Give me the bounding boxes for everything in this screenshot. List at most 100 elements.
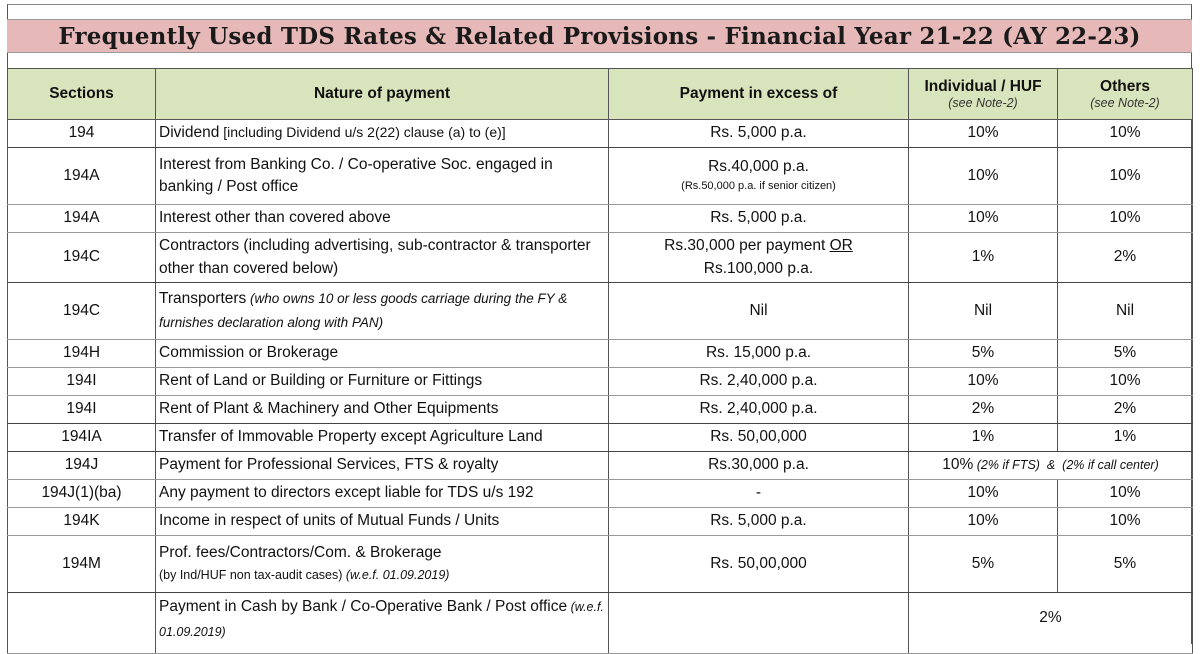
section-cell: 194J bbox=[7, 451, 156, 480]
threshold-cell: Rs. 2,40,000 p.a. bbox=[608, 367, 909, 396]
threshold-cell bbox=[608, 592, 909, 654]
nature-cell: Rent of Plant & Machinery and Other Equi… bbox=[155, 395, 609, 424]
combined-rate-note: (2% if FTS) & (2% if call center) bbox=[973, 458, 1159, 473]
section-cell: 194J(1)(ba) bbox=[7, 479, 156, 508]
individual-rate-cell: Nil bbox=[908, 282, 1058, 340]
header-individual-note: (see Note-2) bbox=[948, 95, 1018, 110]
others-rate-cell: 10% bbox=[1057, 147, 1193, 205]
header-others: Others (see Note-2) bbox=[1057, 68, 1193, 120]
threshold-text: Rs.40,000 p.a. bbox=[708, 157, 809, 175]
nature-cell: Interest other than covered above bbox=[155, 204, 609, 233]
combined-rate-cell: 10% (2% if FTS) & (2% if call center) bbox=[908, 451, 1193, 480]
others-rate-cell: 1% bbox=[1057, 423, 1193, 452]
table-row: 194IA Transfer of Immovable Property exc… bbox=[7, 423, 1193, 452]
nature-cell: Interest from Banking Co. / Co-operative… bbox=[155, 147, 609, 205]
others-rate-cell: 10% bbox=[1057, 507, 1193, 536]
others-rate-cell: 5% bbox=[1057, 339, 1193, 368]
nature-text: Dividend bbox=[159, 124, 220, 142]
nature-cell: Payment for Professional Services, FTS &… bbox=[155, 451, 609, 480]
section-cell: 194I bbox=[7, 395, 156, 424]
nature-cell: Transporters (who owns 10 or less goods … bbox=[155, 282, 609, 340]
table-row: Payment in Cash by Bank / Co-Operative B… bbox=[7, 592, 1193, 654]
header-individual-label: Individual / HUF bbox=[924, 77, 1042, 95]
nature-cell: Contractors (including advertising, sub-… bbox=[155, 232, 609, 283]
section-cell: 194K bbox=[7, 507, 156, 536]
section-cell bbox=[7, 592, 156, 654]
threshold-cell: Rs. 15,000 p.a. bbox=[608, 339, 909, 368]
section-cell: 194IA bbox=[7, 423, 156, 452]
section-cell: 194H bbox=[7, 339, 156, 368]
individual-rate-cell: 5% bbox=[908, 535, 1058, 593]
header-others-note: (see Note-2) bbox=[1090, 95, 1160, 110]
table-row: 194K Income in respect of units of Mutua… bbox=[7, 507, 1193, 536]
threshold-cell: Rs.40,000 p.a. (Rs.50,000 p.a. if senior… bbox=[608, 147, 909, 205]
section-cell: 194C bbox=[7, 282, 156, 340]
threshold-cell: Rs.30,000 per payment OR Rs.100,000 p.a. bbox=[608, 232, 909, 283]
section-cell: 194 bbox=[7, 119, 156, 148]
section-cell: 194C bbox=[7, 232, 156, 283]
threshold-cell: Rs.30,000 p.a. bbox=[608, 451, 909, 480]
table-row: 194C Contractors (including advertising,… bbox=[7, 232, 1193, 283]
nature-cell: Income in respect of units of Mutual Fun… bbox=[155, 507, 609, 536]
others-rate-cell: 10% bbox=[1057, 479, 1193, 508]
threshold-cell: Rs. 50,00,000 bbox=[608, 423, 909, 452]
header-sections: Sections bbox=[7, 68, 156, 120]
table-row: 194A Interest other than covered above R… bbox=[7, 204, 1193, 233]
section-cell: 194A bbox=[7, 147, 156, 205]
nature-extra: [including Dividend u/s 2(22) clause (a)… bbox=[219, 124, 506, 141]
others-rate-cell: 5% bbox=[1057, 535, 1193, 593]
threshold-or: OR bbox=[829, 237, 853, 255]
individual-rate-cell: 10% bbox=[908, 507, 1058, 536]
others-rate-cell: Nil bbox=[1057, 282, 1193, 340]
table-row: 194 Dividend [including Dividend u/s 2(2… bbox=[7, 119, 1193, 148]
title-band: Frequently Used TDS Rates & Related Prov… bbox=[7, 19, 1192, 53]
table-row: 194J Payment for Professional Services, … bbox=[7, 451, 1193, 480]
header-threshold: Payment in excess of bbox=[608, 68, 909, 120]
individual-rate-cell: 10% bbox=[908, 204, 1058, 233]
nature-cell: Rent of Land or Building or Furniture or… bbox=[155, 367, 609, 396]
threshold-line2: Rs.100,000 p.a. bbox=[703, 259, 814, 277]
individual-rate-cell: 10% bbox=[908, 479, 1058, 508]
table-row: 194A Interest from Banking Co. / Co-oper… bbox=[7, 147, 1193, 205]
individual-rate-cell: 10% bbox=[908, 367, 1058, 396]
nature-text: Payment in Cash by Bank / Co-Operative B… bbox=[159, 598, 568, 615]
tds-rates-table: Sections Nature of payment Payment in ex… bbox=[7, 68, 1193, 654]
threshold-cell: Rs. 5,000 p.a. bbox=[608, 204, 909, 233]
threshold-text: Rs.30,000 per payment bbox=[664, 237, 830, 255]
combined-rate: 10% bbox=[942, 456, 974, 474]
threshold-cell: Rs. 5,000 p.a. bbox=[608, 119, 909, 148]
table-row: 194C Transporters (who owns 10 or less g… bbox=[7, 282, 1193, 340]
nature-text: Prof. fees/Contractors/Com. & Brokerage bbox=[159, 543, 442, 561]
combined-rate-cell: 2% bbox=[908, 592, 1193, 654]
header-row: Sections Nature of payment Payment in ex… bbox=[7, 68, 1193, 120]
individual-rate-cell: 2% bbox=[908, 395, 1058, 424]
nature-cell: Transfer of Immovable Property except Ag… bbox=[155, 423, 609, 452]
header-individual: Individual / HUF (see Note-2) bbox=[908, 68, 1058, 120]
section-cell: 194I bbox=[7, 367, 156, 396]
threshold-cell: Rs. 2,40,000 p.a. bbox=[608, 395, 909, 424]
threshold-cell: Nil bbox=[608, 282, 909, 340]
others-rate-cell: 10% bbox=[1057, 204, 1193, 233]
others-rate-cell: 10% bbox=[1057, 367, 1193, 396]
nature-cell: Commission or Brokerage bbox=[155, 339, 609, 368]
nature-cell: Dividend [including Dividend u/s 2(22) c… bbox=[155, 119, 609, 148]
nature-cell: Payment in Cash by Bank / Co-Operative B… bbox=[155, 592, 609, 654]
page-title: Frequently Used TDS Rates & Related Prov… bbox=[58, 22, 1141, 50]
header-nature: Nature of payment bbox=[155, 68, 609, 120]
nature-cell: Prof. fees/Contractors/Com. & Brokerage … bbox=[155, 535, 609, 593]
individual-rate-cell: 10% bbox=[908, 119, 1058, 148]
individual-rate-cell: 5% bbox=[908, 339, 1058, 368]
nature-extra: (who owns 10 or less goods carriage duri… bbox=[159, 290, 568, 330]
table-row: 194M Prof. fees/Contractors/Com. & Broke… bbox=[7, 535, 1193, 593]
threshold-cell: - bbox=[608, 479, 909, 508]
table-row: 194I Rent of Plant & Machinery and Other… bbox=[7, 395, 1193, 424]
section-cell: 194M bbox=[7, 535, 156, 593]
nature-sub: (by Ind/HUF non tax-audit cases) bbox=[159, 568, 346, 582]
table-row: 194I Rent of Land or Building or Furnitu… bbox=[7, 367, 1193, 396]
header-others-label: Others bbox=[1100, 77, 1150, 95]
others-rate-cell: 2% bbox=[1057, 232, 1193, 283]
nature-cell: Any payment to directors except liable f… bbox=[155, 479, 609, 508]
threshold-cell: Rs. 50,00,000 bbox=[608, 535, 909, 593]
nature-text: Transporters bbox=[159, 289, 247, 307]
threshold-cell: Rs. 5,000 p.a. bbox=[608, 507, 909, 536]
